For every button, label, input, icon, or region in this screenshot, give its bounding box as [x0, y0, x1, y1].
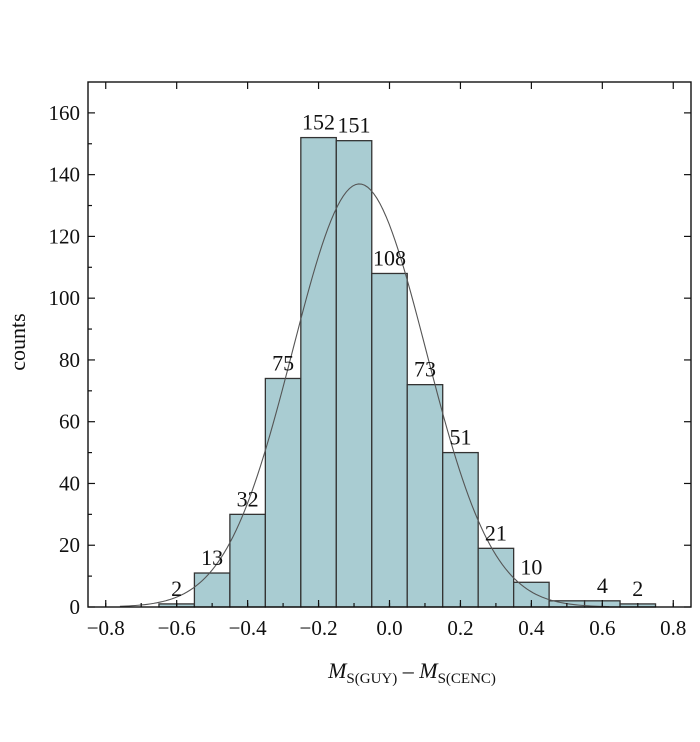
bar-value-label: 32 — [237, 486, 259, 511]
y-tick-label: 40 — [59, 471, 80, 495]
bar-value-label: 51 — [449, 425, 471, 450]
x-tick-label: 0.2 — [447, 616, 473, 640]
bars-group — [158, 136, 657, 608]
y-axis-title: counts — [5, 313, 30, 370]
x-tick-label: 0.8 — [660, 616, 686, 640]
histogram-bar — [300, 136, 337, 608]
x-tick-label: 0.4 — [518, 616, 545, 640]
y-axis-ticks: 0 20 40 60 80 100 120 140 160 — [49, 101, 691, 619]
x-tick-label: 0.6 — [589, 616, 615, 640]
bar-value-label: 4 — [597, 573, 608, 598]
x-tick-label: −0.4 — [229, 616, 268, 640]
y-tick-label: 160 — [49, 101, 81, 125]
x-tick-label: −0.2 — [300, 616, 338, 640]
histogram-bar — [193, 572, 231, 608]
y-tick-label: 20 — [59, 533, 80, 557]
bar-value-label: 21 — [485, 520, 507, 545]
bar-value-label: 2 — [632, 576, 643, 601]
histogram-bar — [229, 513, 267, 608]
bar-value-label: 2 — [171, 576, 182, 601]
bar-value-label: 13 — [201, 545, 223, 570]
bar-value-label: 151 — [338, 113, 371, 138]
bar-value-label: 75 — [272, 350, 294, 375]
histogram-bar — [406, 383, 444, 608]
x-tick-label: −0.6 — [158, 616, 196, 640]
x-axis-title: MS(GUY) – MS(CENC) — [327, 658, 496, 687]
histogram-bar — [477, 547, 515, 608]
histogram-bar — [264, 377, 302, 608]
y-tick-label: 120 — [49, 224, 81, 248]
y-tick-label: 100 — [49, 286, 81, 310]
x-axis-ticks: −0.8 −0.6 −0.4 −0.2 0.0 0.2 0.4 0.6 0.8 — [87, 82, 686, 640]
x-tick-label: 0.0 — [376, 616, 402, 640]
y-tick-label: 60 — [59, 410, 80, 434]
x-tick-label: −0.8 — [87, 616, 125, 640]
histogram-bar — [371, 272, 408, 608]
y-tick-label: 80 — [59, 348, 80, 372]
bar-value-label: 152 — [302, 110, 335, 135]
histogram-bar — [335, 140, 373, 608]
histogram-bar — [442, 451, 479, 608]
fit-curve — [119, 183, 610, 608]
bar-value-label: 108 — [373, 245, 406, 270]
y-tick-label: 0 — [70, 595, 81, 619]
y-tick-label: 140 — [49, 163, 81, 187]
bar-value-label: 73 — [414, 357, 436, 382]
bar-value-label: 10 — [520, 554, 542, 579]
